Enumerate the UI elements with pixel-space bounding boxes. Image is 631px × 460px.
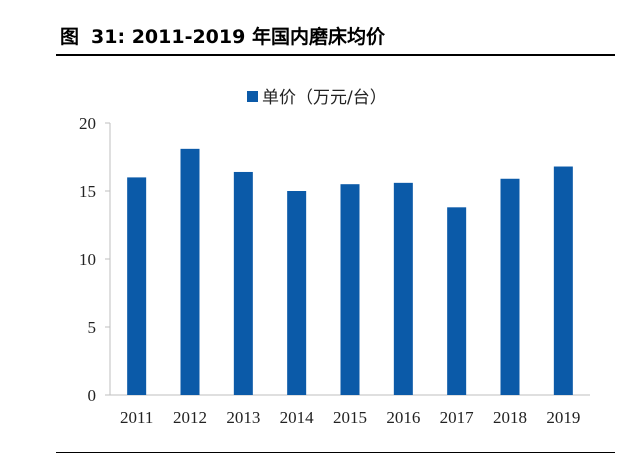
x-tick-label: 2012 [173, 408, 207, 427]
x-axis-ticks: 2011 2012 2013 2014 2015 2016 2017 2018 2019 [120, 408, 580, 427]
top-rule [56, 54, 615, 56]
y-tick-label: 0 [88, 386, 97, 405]
bar-2012 [180, 148, 200, 395]
bar-2019 [553, 166, 573, 395]
y-tick-label: 15 [79, 182, 96, 201]
y-tick-label: 5 [88, 318, 97, 337]
x-tick-label: 2013 [226, 408, 260, 427]
x-tick-label: 2015 [333, 408, 367, 427]
bar-2016 [393, 182, 413, 395]
bar-2011 [127, 177, 147, 395]
figure-label: 图 [60, 26, 80, 48]
legend-label: 单价（万元/台） [262, 88, 387, 108]
x-tick-label: 2019 [546, 408, 580, 427]
bar-2017 [447, 207, 467, 395]
x-tick-label: 2011 [120, 408, 153, 427]
bars [127, 148, 573, 395]
x-tick-label: 2018 [493, 408, 527, 427]
bar-2014 [287, 191, 307, 395]
x-tick-label: 2016 [386, 408, 420, 427]
figure-title-text: 2011-2019 年国内磨床均价 [131, 26, 385, 48]
y-tick-label: 20 [79, 114, 96, 133]
legend: 单价（万元/台） [247, 88, 387, 108]
figure-title: 图 31: 2011-2019 年国内磨床均价 [60, 22, 385, 49]
legend-swatch [247, 91, 258, 102]
bar-2013 [233, 171, 253, 395]
bar-2018 [500, 178, 520, 395]
bar-2015 [340, 184, 360, 395]
x-tick-label: 2017 [440, 408, 475, 427]
bottom-rule [56, 452, 615, 453]
figure-number: 31: [91, 26, 126, 48]
y-axis-ticks: 0 5 10 15 20 [79, 114, 110, 405]
y-tick-label: 10 [79, 250, 96, 269]
x-tick-label: 2014 [280, 408, 315, 427]
